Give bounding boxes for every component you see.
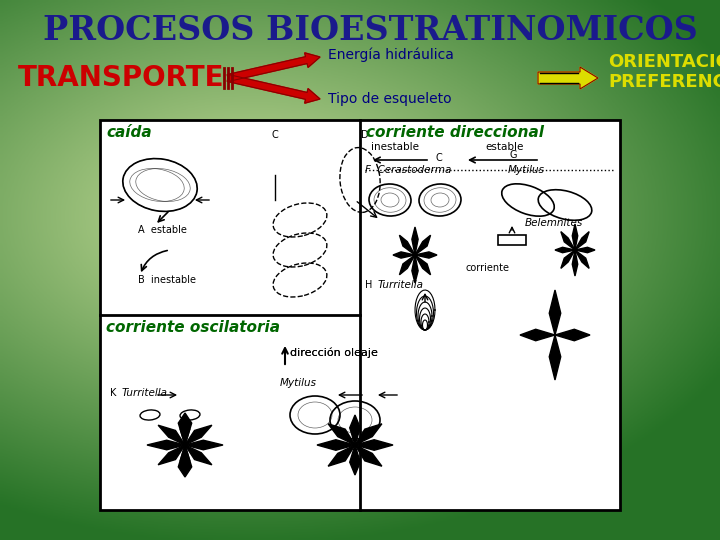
Polygon shape: [400, 255, 415, 275]
Text: Energía hidráulica: Energía hidráulica: [328, 48, 454, 62]
Text: corriente: corriente: [466, 263, 510, 273]
Polygon shape: [185, 440, 223, 450]
Polygon shape: [350, 415, 360, 445]
Polygon shape: [147, 440, 185, 450]
Polygon shape: [549, 290, 561, 335]
Polygon shape: [549, 335, 561, 380]
Polygon shape: [228, 53, 320, 82]
Polygon shape: [400, 235, 415, 255]
Polygon shape: [575, 232, 589, 250]
Polygon shape: [415, 255, 431, 275]
Polygon shape: [317, 440, 355, 450]
Text: caída: caída: [106, 125, 152, 140]
Polygon shape: [180, 417, 190, 445]
Polygon shape: [158, 425, 185, 445]
Text: F  Cerastoderma: F Cerastoderma: [365, 165, 451, 175]
Text: H: H: [365, 280, 372, 290]
Text: C: C: [271, 130, 279, 140]
Polygon shape: [572, 250, 577, 276]
Polygon shape: [555, 247, 575, 253]
Text: Turritella: Turritella: [378, 280, 424, 290]
Polygon shape: [158, 445, 185, 465]
Polygon shape: [179, 413, 192, 445]
Text: Turritella: Turritella: [122, 388, 168, 398]
Text: PROCESOS BIOESTRATINOMICOS: PROCESOS BIOESTRATINOMICOS: [42, 14, 698, 46]
Text: C: C: [435, 153, 442, 163]
Polygon shape: [228, 75, 320, 103]
Polygon shape: [350, 445, 360, 475]
Polygon shape: [572, 224, 577, 250]
Polygon shape: [355, 424, 382, 445]
Polygon shape: [575, 250, 589, 268]
Text: corriente direccional: corriente direccional: [366, 125, 544, 140]
Polygon shape: [520, 329, 555, 341]
Text: A  estable: A estable: [138, 225, 187, 235]
Polygon shape: [393, 252, 415, 258]
Polygon shape: [561, 250, 575, 268]
Text: inestable: inestable: [371, 142, 419, 152]
Text: TRANSPORTE: TRANSPORTE: [18, 64, 225, 92]
Text: corriente oscilatoria: corriente oscilatoria: [106, 320, 280, 335]
Text: ORIENTACION
PREFERENCIAL: ORIENTACION PREFERENCIAL: [608, 52, 720, 91]
Polygon shape: [538, 67, 598, 89]
Polygon shape: [415, 252, 437, 258]
Text: Tipo de esqueleto: Tipo de esqueleto: [328, 92, 451, 106]
Polygon shape: [555, 329, 590, 341]
Polygon shape: [412, 255, 418, 283]
Polygon shape: [412, 227, 418, 255]
Polygon shape: [328, 445, 355, 466]
Text: D: D: [361, 130, 369, 140]
Text: dirección oleaje: dirección oleaje: [290, 348, 378, 358]
Polygon shape: [179, 445, 192, 477]
Text: Mytilus: Mytilus: [508, 165, 545, 175]
Text: estable: estable: [486, 142, 524, 152]
Text: Mytilus: Mytilus: [280, 378, 317, 388]
Polygon shape: [185, 445, 212, 465]
Text: B  inestable: B inestable: [138, 275, 196, 285]
FancyBboxPatch shape: [100, 120, 620, 510]
Polygon shape: [328, 424, 355, 445]
Polygon shape: [575, 247, 595, 253]
Text: dirección oleaje: dirección oleaje: [290, 348, 378, 358]
Polygon shape: [355, 440, 393, 450]
Text: G: G: [510, 150, 518, 160]
Text: Belemnites: Belemnites: [525, 218, 583, 228]
Polygon shape: [415, 235, 431, 255]
Polygon shape: [185, 425, 212, 445]
Polygon shape: [180, 445, 190, 473]
Polygon shape: [561, 232, 575, 250]
Polygon shape: [355, 445, 382, 466]
Text: K: K: [110, 388, 117, 398]
